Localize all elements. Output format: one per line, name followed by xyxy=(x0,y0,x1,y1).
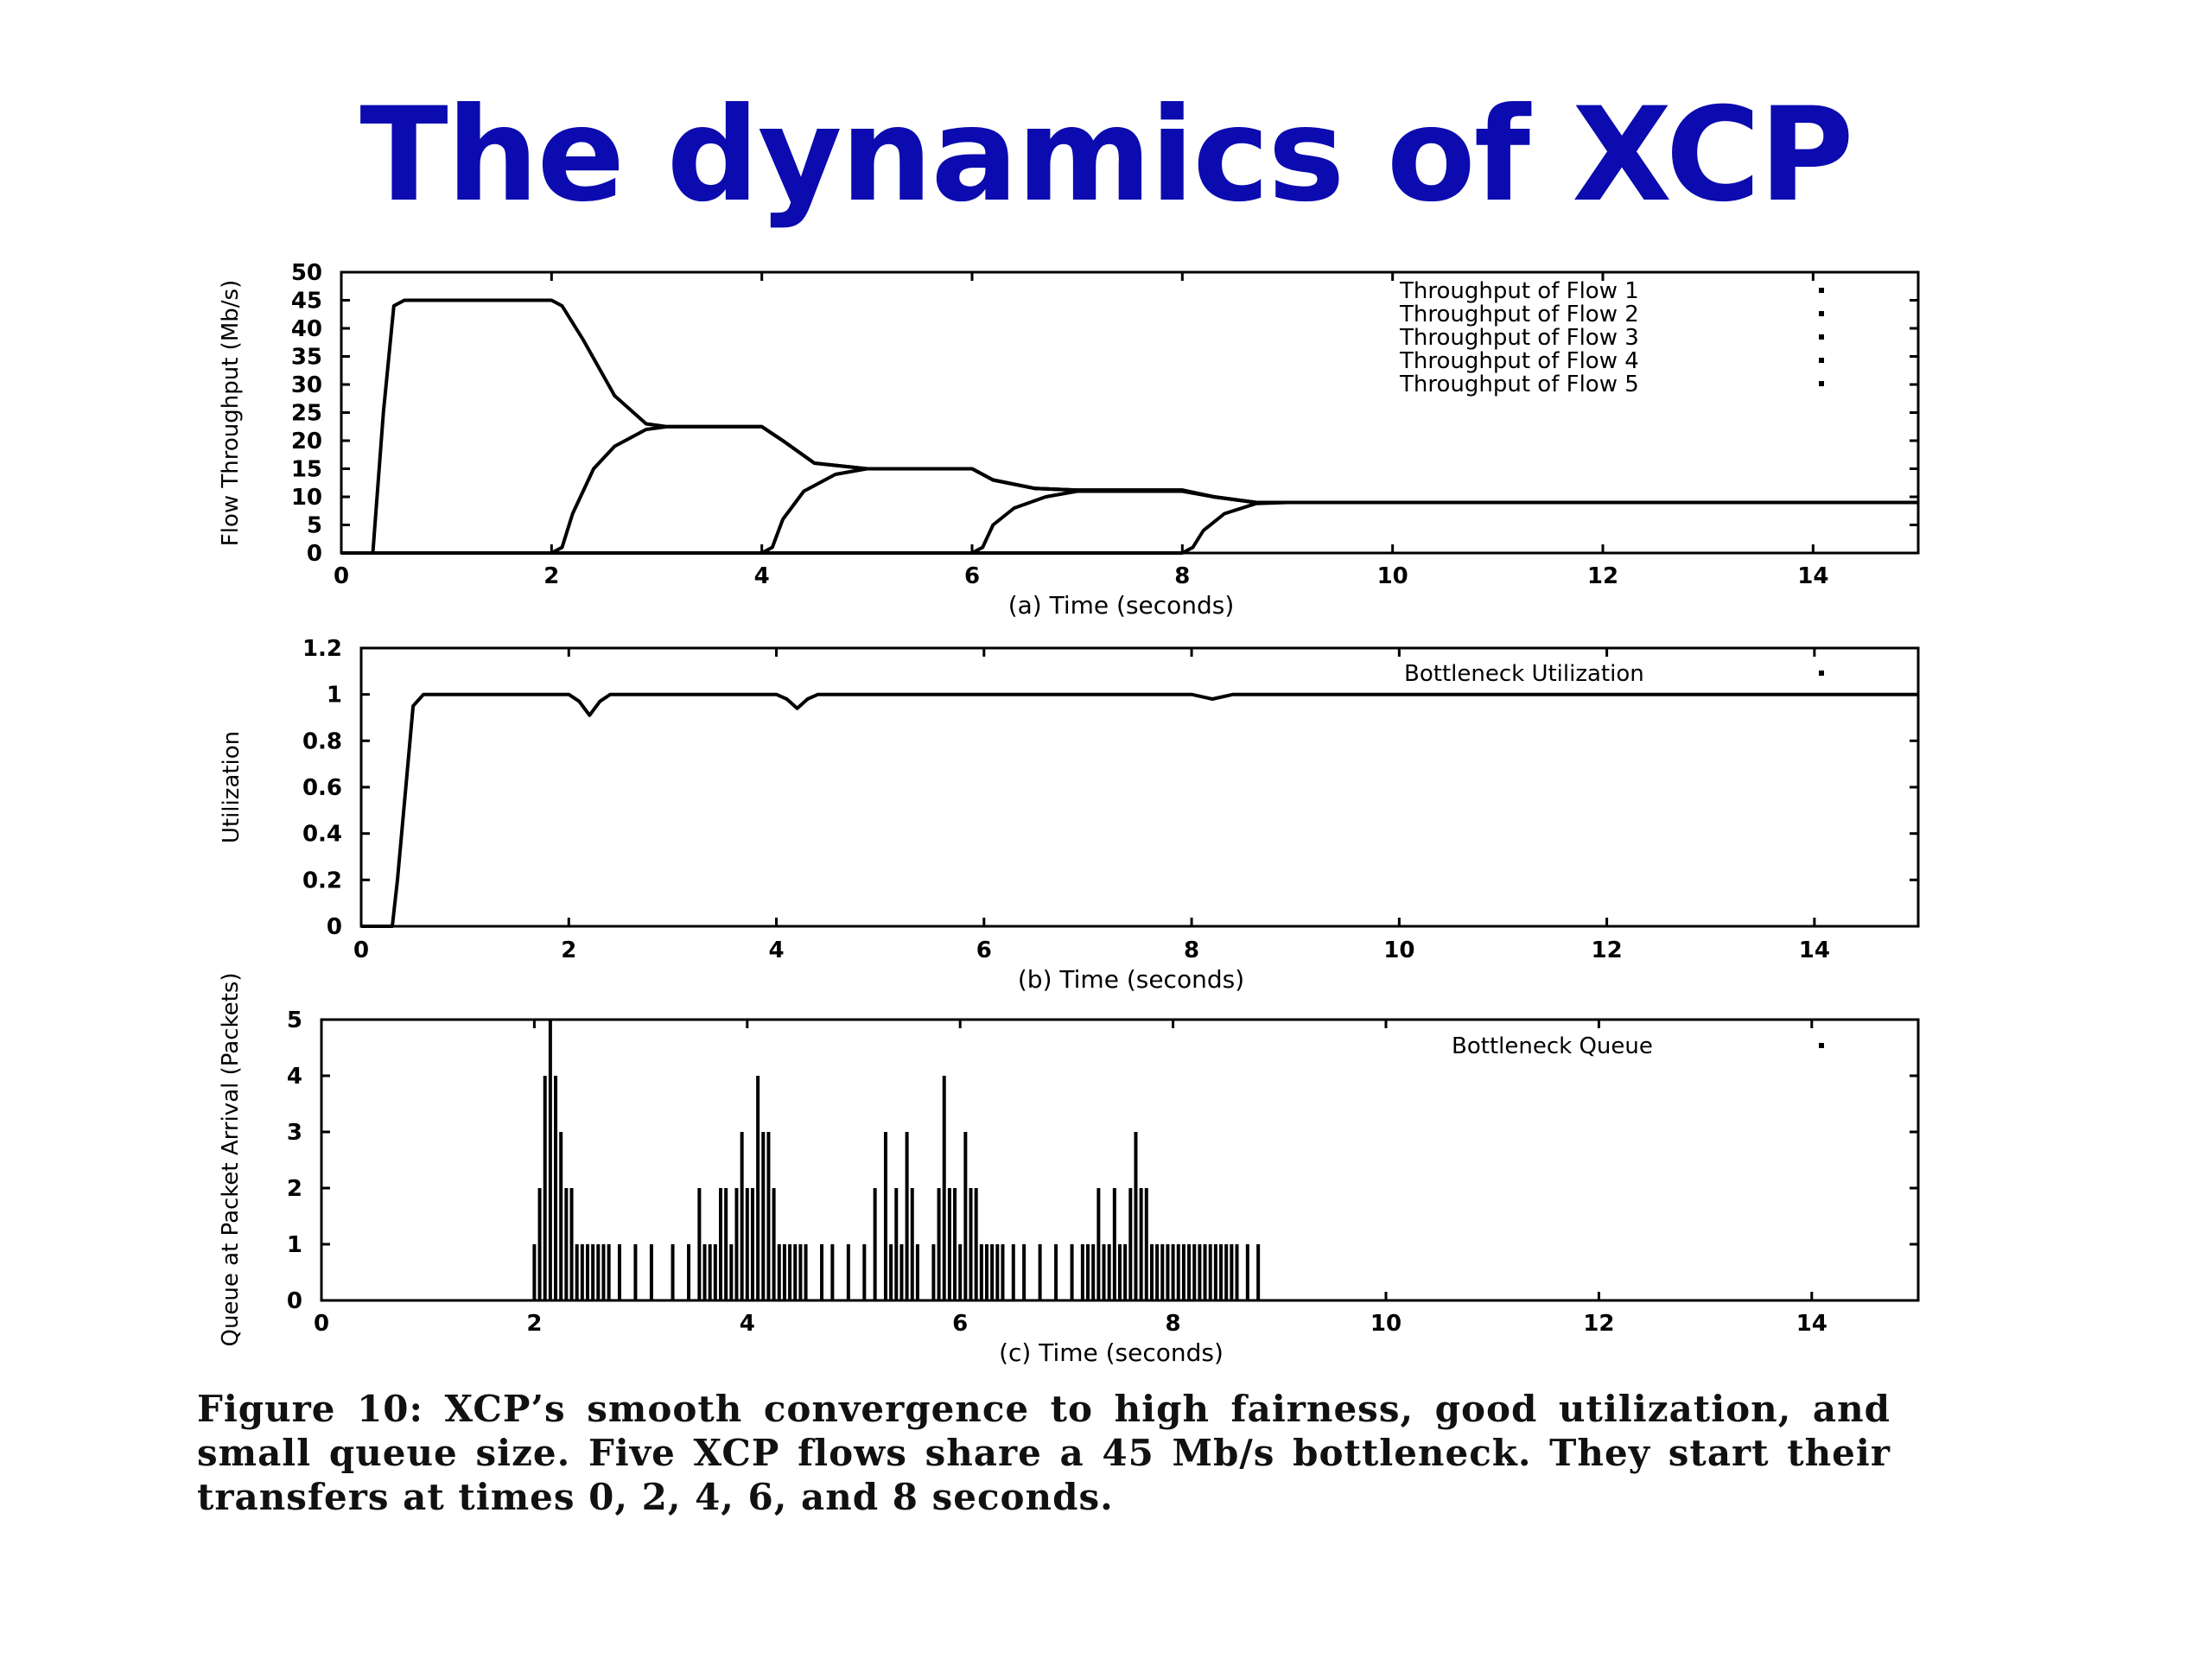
x-tick-label: 4 xyxy=(768,938,784,963)
legend-marker xyxy=(1819,358,1824,363)
y-tick-label: 45 xyxy=(291,289,322,315)
x-axis-label: (c) Time (seconds) xyxy=(999,1338,1224,1367)
y-tick-label: 0.2 xyxy=(302,868,342,893)
series-line-1 xyxy=(341,298,1918,555)
x-tick-label: 8 xyxy=(1184,938,1199,963)
x-tick-label: 2 xyxy=(543,563,559,589)
legend-label: Throughput of Flow 1 xyxy=(1399,278,1639,304)
legend-label: Bottleneck Utilization xyxy=(1404,661,1644,687)
x-tick-label: 2 xyxy=(526,1311,542,1337)
series-line-3 xyxy=(341,467,1918,555)
legend-marker xyxy=(1819,1043,1824,1048)
legend-label: Throughput of Flow 2 xyxy=(1399,302,1639,327)
figure-caption: Figure 10: XCP’s smooth convergence to h… xyxy=(197,1388,1891,1518)
x-tick-label: 10 xyxy=(1383,938,1414,963)
y-tick-label: 20 xyxy=(291,429,322,454)
y-tick-label: 35 xyxy=(291,345,322,371)
x-tick-label: 12 xyxy=(1583,1311,1614,1337)
slide-title: The dynamics of XCP xyxy=(359,80,1853,231)
x-tick-label: 2 xyxy=(561,938,576,963)
x-tick-label: 14 xyxy=(1799,938,1830,963)
chart-b: 0 2 4 6 8 10 12 14 0 0.2 0.4 0.6 0.8 1 1.2 (b) Time (se… xyxy=(219,636,1920,994)
x-tick-label: 14 xyxy=(1796,1311,1827,1337)
x-tick-label: 10 xyxy=(1370,1311,1402,1337)
x-axis-label: (a) Time (seconds) xyxy=(1008,591,1235,620)
y-tick-label: 40 xyxy=(291,316,322,342)
legend-marker xyxy=(1819,288,1824,293)
series-line-1 xyxy=(361,692,1918,928)
legend-label: Throughput of Flow 3 xyxy=(1399,325,1639,351)
y-tick-label: 5 xyxy=(307,513,322,539)
legend-label: Bottleneck Queue xyxy=(1452,1033,1653,1059)
y-tick-label: 0 xyxy=(327,914,342,940)
y-tick-label: 15 xyxy=(291,457,322,483)
x-tick-label: 0 xyxy=(353,938,369,963)
series-line-5 xyxy=(341,500,1918,555)
y-tick-label: 50 xyxy=(291,260,322,286)
plot-frame xyxy=(340,270,1920,555)
y-tick-label: 5 xyxy=(287,1007,302,1033)
y-axis-label: Queue at Packet Arrival (Packets) xyxy=(218,972,244,1346)
x-tick-label: 6 xyxy=(952,1311,968,1337)
x-tick-label: 4 xyxy=(740,1311,755,1337)
legend-label: Throughput of Flow 5 xyxy=(1399,372,1639,397)
y-tick-label: 30 xyxy=(291,372,322,398)
y-tick-label: 3 xyxy=(287,1120,302,1146)
x-tick-label: 14 xyxy=(1797,563,1828,589)
legend-marker xyxy=(1819,311,1824,316)
y-tick-label: 4 xyxy=(287,1064,302,1090)
y-axis-label: Utilization xyxy=(219,731,245,843)
y-tick-label: 0 xyxy=(307,541,322,567)
y-tick-label: 1 xyxy=(327,683,342,709)
x-tick-label: 10 xyxy=(1377,563,1408,589)
y-tick-label: 1.2 xyxy=(302,636,342,662)
series-1 xyxy=(532,1020,1261,1300)
x-tick-label: 8 xyxy=(1174,563,1190,589)
x-tick-label: 6 xyxy=(964,563,980,589)
y-tick-label: 0.6 xyxy=(302,775,342,801)
x-tick-label: 8 xyxy=(1166,1311,1181,1337)
legend-marker xyxy=(1819,671,1824,676)
y-tick-label: 25 xyxy=(291,401,322,427)
y-tick-label: 0 xyxy=(287,1288,302,1314)
y-tick-label: 2 xyxy=(287,1176,302,1202)
y-tick-label: 0.8 xyxy=(302,728,342,754)
y-tick-label: 1 xyxy=(287,1232,302,1258)
legend-label: Throughput of Flow 4 xyxy=(1399,348,1639,374)
y-tick-label: 0.4 xyxy=(302,822,342,848)
legend-marker xyxy=(1819,334,1824,340)
plot-frame xyxy=(359,646,1920,928)
x-tick-label: 12 xyxy=(1592,938,1623,963)
x-tick-label: 6 xyxy=(976,938,992,963)
x-tick-label: 0 xyxy=(314,1311,329,1337)
x-axis-label: (b) Time (seconds) xyxy=(1018,965,1244,994)
x-tick-label: 0 xyxy=(334,563,349,589)
y-axis-label: Flow Throughput (Mb/s) xyxy=(218,280,244,546)
legend-marker xyxy=(1819,381,1824,386)
x-tick-label: 4 xyxy=(754,563,770,589)
x-tick-label: 12 xyxy=(1587,563,1618,589)
y-tick-label: 10 xyxy=(291,485,322,511)
